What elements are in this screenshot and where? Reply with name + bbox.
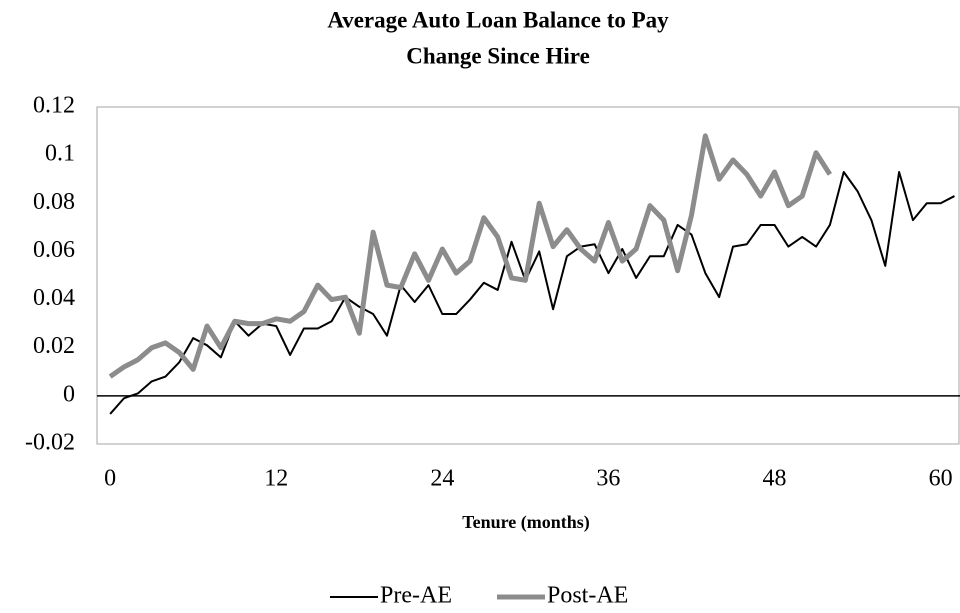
y-tick-label: 0.08 — [33, 189, 75, 215]
y-tick-label: 0.06 — [33, 237, 75, 263]
y-tick-label: 0.04 — [33, 285, 75, 311]
plot-border — [96, 106, 960, 445]
chart-title: Average Auto Loan Balance to Pay — [327, 7, 669, 32]
y-tick-label: 0.02 — [33, 333, 75, 359]
y-tick-label: 0 — [63, 381, 75, 407]
legend-label: Post-AE — [547, 583, 628, 609]
series-line — [109, 170, 955, 415]
x-axis-label: Tenure (months) — [462, 512, 590, 533]
x-tick-label: 36 — [596, 466, 620, 492]
y-tick-label: 0.12 — [33, 93, 75, 119]
x-tick-label: 48 — [763, 466, 787, 492]
legend-label: Pre-AE — [380, 583, 452, 609]
x-tick-label: 0 — [104, 466, 116, 492]
y-tick-label: -0.02 — [25, 430, 75, 456]
x-tick-label: 60 — [929, 466, 953, 492]
series-line — [108, 133, 832, 379]
chart-title: Change Since Hire — [406, 43, 590, 68]
y-tick-label: 0.1 — [45, 141, 75, 167]
x-tick-label: 24 — [430, 466, 454, 492]
x-tick-label: 12 — [264, 466, 288, 492]
